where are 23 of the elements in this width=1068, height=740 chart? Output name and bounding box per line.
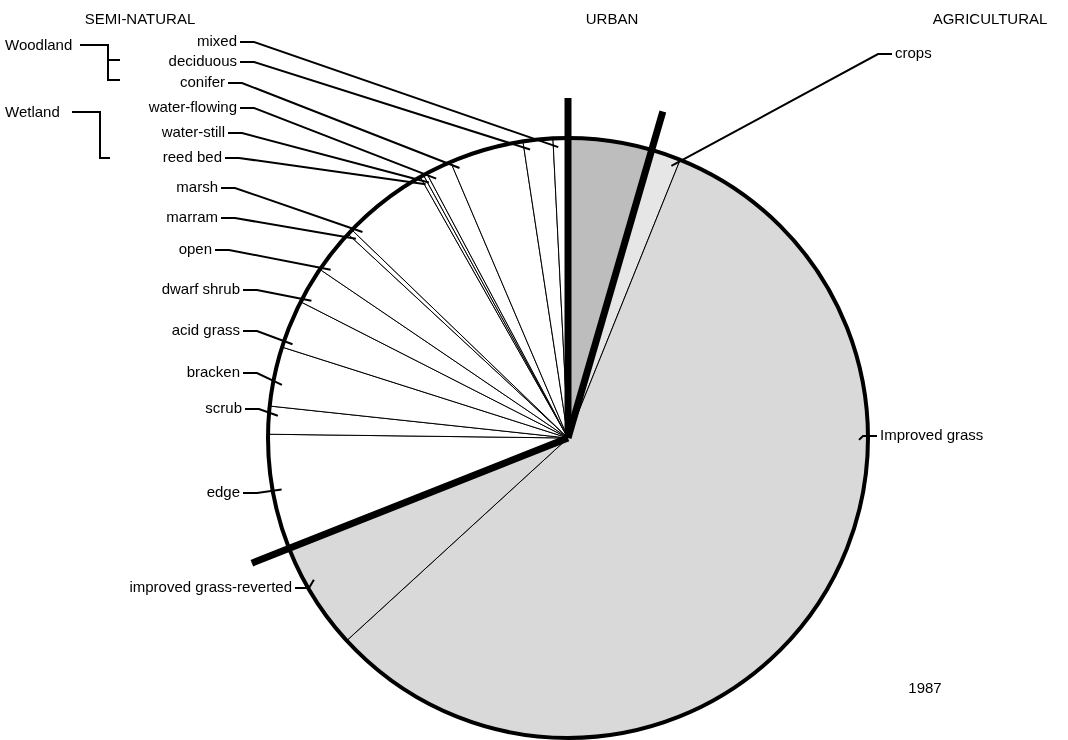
text: SEMI-NATURAL [84, 10, 196, 27]
slice-label: dwarf shrub [161, 280, 240, 297]
slice-label: scrub [205, 399, 242, 416]
slice-label: water-flowing [147, 98, 237, 115]
slice-label: marram [166, 208, 218, 225]
text: Woodland [5, 36, 73, 53]
slice-label: marsh [176, 178, 218, 195]
slice-label: improved grass-reverted [129, 578, 292, 595]
slice-label: crops [895, 44, 932, 61]
slice-label: edge [206, 483, 240, 500]
slice-label: conifer [179, 73, 225, 90]
slice-label: deciduous [168, 52, 237, 69]
text: URBAN [585, 10, 639, 27]
slice-label: reed bed [162, 148, 222, 165]
text: 1987 [908, 679, 942, 696]
slice-label: acid grass [171, 321, 240, 338]
slice-label: mixed [196, 32, 237, 49]
text: Wetland [5, 103, 60, 120]
slice-label: water-still [160, 123, 225, 140]
slice-label: bracken [186, 363, 240, 380]
slice-label: Improved grass [880, 426, 984, 443]
text: AGRICULTURAL [932, 10, 1048, 27]
slice-label: open [178, 240, 212, 257]
